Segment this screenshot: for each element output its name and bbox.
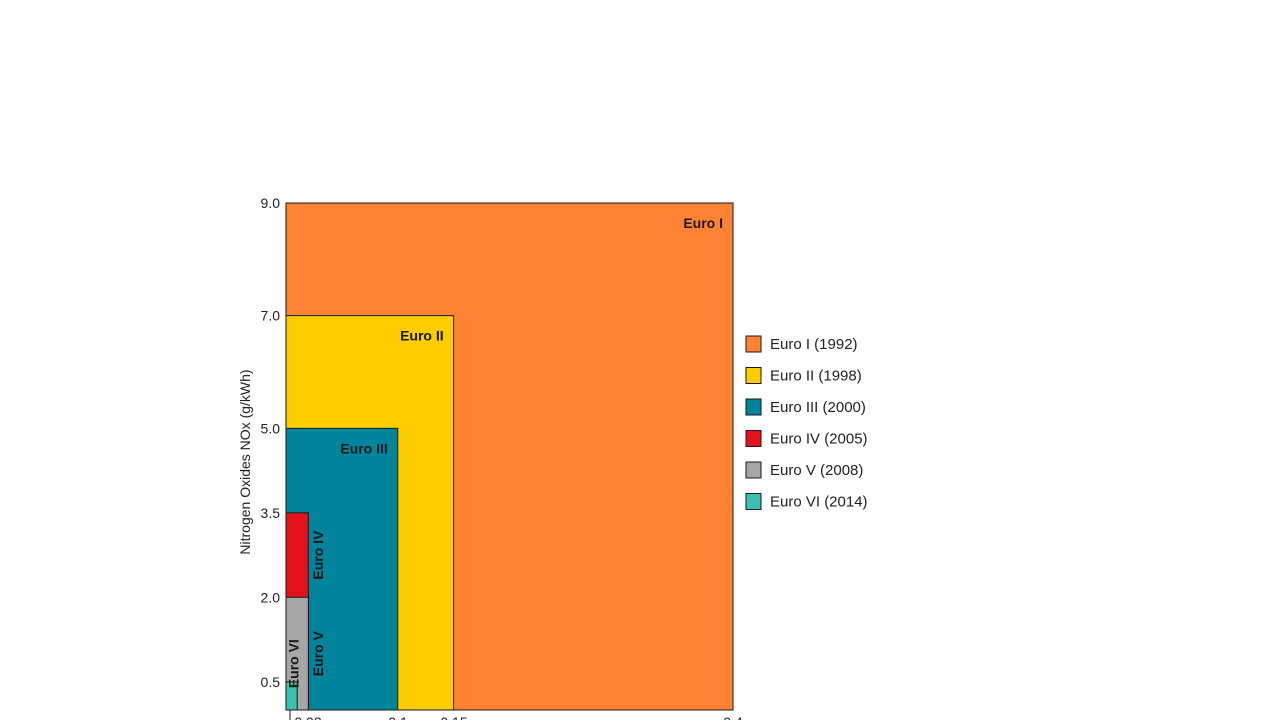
- y-tick-label: 5.0: [261, 420, 281, 436]
- x-tick-label: 0.15: [440, 714, 467, 720]
- legend-swatch: [745, 461, 762, 479]
- y-tick-label: 3.5: [261, 505, 281, 521]
- legend-label: Euro III (2000): [770, 399, 866, 416]
- legend-swatch: [745, 493, 762, 510]
- legend-label: Euro IV (2005): [770, 431, 868, 448]
- area-label-euro-i: Euro I: [683, 215, 723, 231]
- area-label-euro-vi: Euro VI: [286, 639, 302, 688]
- y-axis-title: Nitrogen Oxides NOx (g/kWh): [237, 369, 253, 554]
- legend-swatch: [745, 367, 762, 384]
- legend-swatch: [745, 398, 762, 416]
- area-label-euro-ii: Euro II: [400, 328, 444, 344]
- standard-area-euro-vi: [285, 681, 298, 711]
- x-tick-label: 0.1: [388, 714, 408, 720]
- x-tick-label: 0.4: [723, 714, 743, 720]
- legend-swatch: [745, 430, 762, 447]
- legend-label: Euro V (2008): [770, 462, 863, 479]
- legend-label: Euro II (1998): [770, 368, 862, 385]
- x-tick-label: 0.02: [294, 714, 321, 720]
- y-tick-label: 0.5: [261, 674, 281, 690]
- area-label-euro-v: Euro V: [310, 630, 326, 676]
- area-label-euro-iii: Euro III: [340, 440, 387, 456]
- legend-swatch: [745, 335, 762, 353]
- legend-label: Euro VI (2014): [770, 494, 868, 511]
- legend-label: Euro I (1992): [770, 336, 858, 353]
- y-tick-label: 7.0: [261, 308, 281, 324]
- y-tick-label: 2.0: [261, 589, 281, 605]
- area-label-euro-iv: Euro IV: [310, 530, 326, 580]
- y-tick-label: 9.0: [261, 195, 281, 211]
